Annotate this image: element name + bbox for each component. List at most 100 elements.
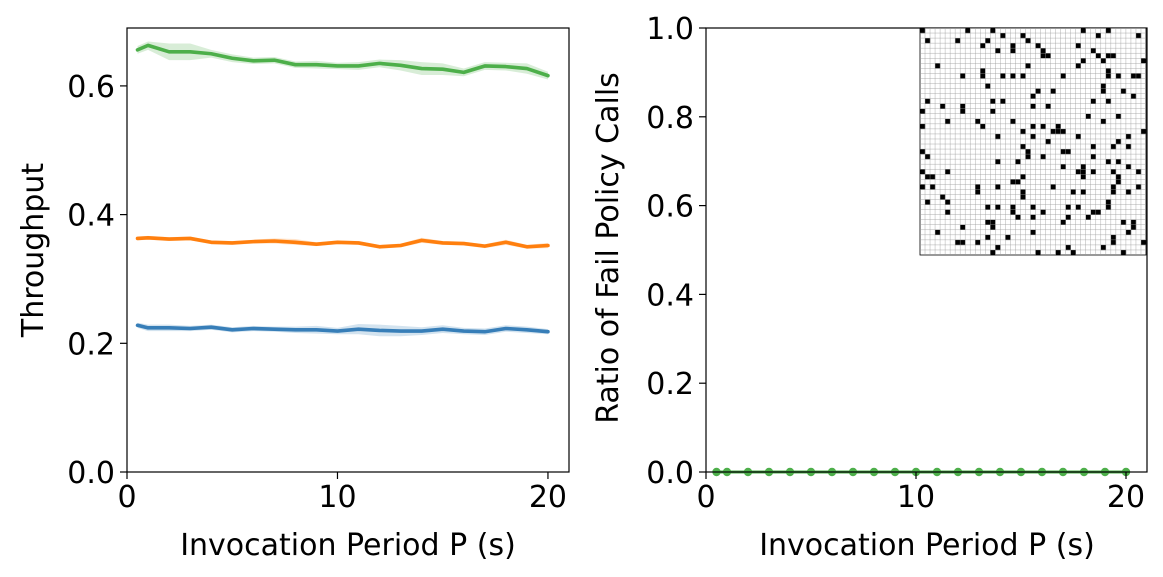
blocked-cell <box>1020 194 1026 200</box>
blocked-cell <box>1010 204 1016 210</box>
blocked-cell <box>1115 73 1122 79</box>
blocked-cell <box>920 184 926 190</box>
blocked-cell <box>1015 179 1021 185</box>
blocked-cell <box>935 63 941 69</box>
blocked-cell <box>1030 133 1036 140</box>
blocked-cell <box>925 199 931 205</box>
blocked-cell <box>1060 219 1066 225</box>
blocked-cell <box>1065 214 1071 220</box>
blocked-cell <box>1125 144 1132 150</box>
throughput-chart: 0 10 20 0.0 0.2 0.4 0.6 Invocation Period P (s… <box>16 27 570 563</box>
blocked-cell <box>1095 209 1101 215</box>
blocked-cell <box>1115 138 1122 145</box>
blocked-cell <box>1070 249 1076 256</box>
blocked-cell <box>985 204 991 210</box>
blocked-cell <box>1130 224 1137 230</box>
blocked-cell <box>940 103 946 109</box>
blocked-cell <box>990 98 996 104</box>
blocked-cell <box>1105 98 1112 104</box>
blocked-cell <box>1130 219 1137 225</box>
blocked-cell <box>985 38 991 44</box>
blocked-cell <box>1110 53 1117 59</box>
y-axis-label: Throughput <box>16 163 51 338</box>
blocked-cell <box>960 73 966 79</box>
blocked-cell <box>1135 73 1142 79</box>
blocked-cell <box>1045 138 1051 145</box>
blocked-cell <box>1075 63 1081 69</box>
y-tick-label: 0.6 <box>646 190 694 225</box>
blocked-cell <box>1050 128 1056 135</box>
blocked-cell <box>1000 33 1006 39</box>
blocked-cell <box>1040 53 1046 59</box>
x-axis-label: Invocation Period P (s) <box>180 528 516 563</box>
blocked-cell <box>1020 189 1026 195</box>
blocked-cell <box>990 219 996 225</box>
blocked-cell <box>1120 88 1127 94</box>
inset-frame <box>919 27 1147 256</box>
blocked-cell <box>1090 98 1096 104</box>
blocked-cell <box>975 118 981 125</box>
blocked-cell <box>995 133 1001 140</box>
series-line-blue <box>135 323 550 334</box>
blocked-cell <box>930 174 936 180</box>
blocked-cell <box>925 98 931 104</box>
blocked-cell <box>1045 103 1051 109</box>
blocked-cell <box>945 209 951 215</box>
blocked-cell <box>930 184 936 190</box>
y-tick-label: 0.4 <box>646 278 694 313</box>
blocked-cell <box>990 108 996 114</box>
x-tick-label: 0 <box>117 480 136 515</box>
blocked-cell <box>1080 169 1086 175</box>
blocked-cell <box>980 43 986 49</box>
blocked-cell <box>1115 113 1122 119</box>
blocked-cell <box>1100 244 1107 251</box>
blocked-cell <box>935 229 941 236</box>
blocked-cell <box>1115 174 1122 180</box>
blocked-cell <box>945 118 951 125</box>
blocked-cell <box>1110 239 1117 246</box>
blocked-cell <box>1120 249 1127 256</box>
y-tick-label: 0.6 <box>67 70 115 105</box>
blocked-cell <box>1105 159 1112 165</box>
blocked-cell <box>1100 83 1107 89</box>
blocked-cell <box>1110 144 1117 150</box>
blocked-cell <box>1130 93 1137 99</box>
blocked-cell <box>1080 58 1086 64</box>
blocked-cell <box>1010 73 1016 79</box>
blocked-cell <box>1020 144 1026 150</box>
blocked-cell <box>960 224 966 230</box>
blocked-cell <box>980 123 986 130</box>
series-line-orange <box>135 235 550 249</box>
blocked-cell <box>1125 133 1132 140</box>
blocked-cell <box>1055 123 1061 130</box>
x-axis-label: Invocation Period P (s) <box>759 528 1095 563</box>
blocked-cell <box>975 184 981 190</box>
blocked-cell <box>1095 33 1101 39</box>
blocked-cell <box>1080 189 1086 195</box>
inset-grid <box>920 28 1146 255</box>
blocked-cell <box>1020 73 1026 79</box>
blocked-cell <box>1085 214 1091 220</box>
blocked-cell <box>920 169 926 175</box>
blocked-cell <box>1110 169 1117 175</box>
blocked-cell <box>1060 164 1066 170</box>
blocked-cell <box>1125 189 1132 195</box>
series-lines <box>135 43 550 334</box>
plot-frame <box>126 27 570 473</box>
y-tick-label: 0.2 <box>646 367 694 402</box>
blocked-cell <box>1120 219 1127 225</box>
blocked-cell <box>1090 48 1096 54</box>
blocked-cell <box>1080 164 1086 170</box>
blocked-cell <box>1035 43 1041 49</box>
blocked-cell <box>985 219 991 225</box>
inset-occupancy-map <box>919 27 1147 256</box>
blocked-cell <box>1020 33 1026 39</box>
blocked-cell <box>955 239 961 246</box>
blocked-cell <box>1105 28 1112 34</box>
x-tick-label: 0 <box>696 480 715 515</box>
blocked-cell <box>985 83 991 89</box>
blocked-cell <box>940 194 946 200</box>
blocked-cell <box>1110 184 1117 190</box>
blocked-cell <box>1090 169 1096 175</box>
blocked-cell <box>1010 43 1016 49</box>
